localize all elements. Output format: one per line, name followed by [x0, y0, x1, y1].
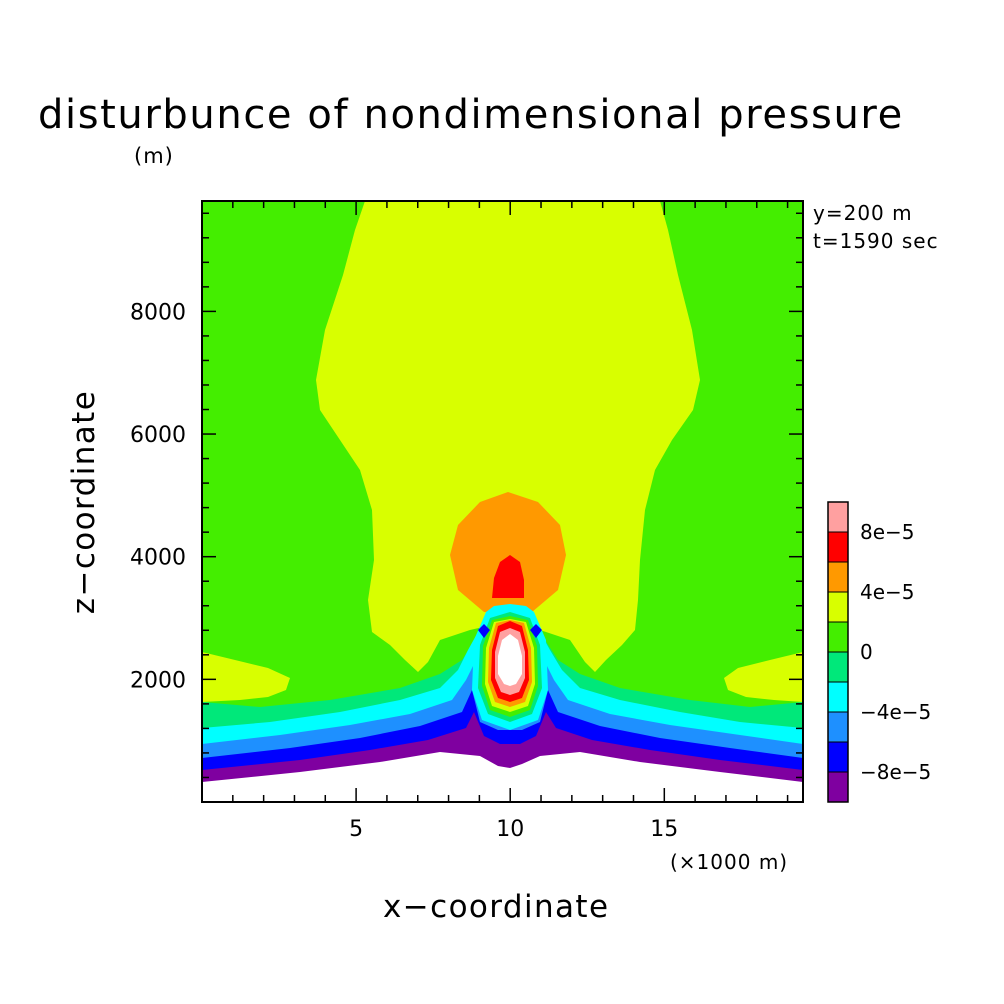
- y-tick-label: 6000: [130, 423, 186, 448]
- colorbar-label: 0: [860, 640, 873, 664]
- annotation-y: y=200 m: [813, 201, 913, 225]
- units-label: (m): [134, 144, 174, 168]
- colorbar-label: −4e−5: [860, 700, 931, 724]
- y-tick-label: 8000: [130, 300, 186, 325]
- terrain-mask: [202, 752, 803, 802]
- y-tick-label: 2000: [130, 668, 186, 693]
- contour-side-lobe-left: [202, 652, 290, 702]
- x-axis-title: x−coordinate: [383, 889, 610, 925]
- x-tick-label: 5: [349, 817, 363, 842]
- tick-labels: 5 10 15 2000 4000 6000 8000: [130, 300, 678, 842]
- colorbar-frame: [827, 501, 849, 803]
- contour-level-2e-5-4e-5: [316, 201, 700, 672]
- contour-side-lobe-right: [724, 652, 803, 702]
- colorbar-swatch: [827, 681, 849, 713]
- colorbar-swatch: [827, 621, 849, 653]
- annotation-time: t=1590 sec: [813, 229, 939, 253]
- colorbar-swatch: [827, 711, 849, 743]
- plot-frame: [201, 200, 804, 803]
- colorbar-swatch: [827, 771, 849, 803]
- x-tick-label: 10: [496, 817, 524, 842]
- colorbar-swatch: [827, 591, 849, 623]
- y-tick-label: 4000: [130, 546, 186, 571]
- contour-level-4e-5-6e-5: [450, 492, 566, 612]
- colorbar-swatch: [827, 741, 849, 773]
- colorbar-label: 8e−5: [860, 520, 915, 544]
- colorbar-swatch: [827, 501, 849, 533]
- contour-level-6e-5-8e-5-aloft: [492, 555, 524, 598]
- colorbar-label: 4e−5: [860, 580, 915, 604]
- colorbar-swatch: [827, 561, 849, 593]
- chart-title: disturbunce of nondimensional pressure: [38, 92, 904, 138]
- contour-speck-right: [530, 624, 542, 638]
- x-tick-label: 15: [650, 817, 678, 842]
- x-axis-scale-label: (×1000 m): [670, 850, 789, 874]
- y-axis-title: z−coordinate: [66, 389, 102, 615]
- contour-core-white: [498, 634, 522, 686]
- colorbar-swatch: [827, 531, 849, 563]
- colorbar-label: −8e−5: [860, 760, 931, 784]
- colorbar-swatch: [827, 651, 849, 683]
- tick-marks: [202, 201, 803, 802]
- contour-fill-group: [202, 201, 803, 802]
- contour-speck-left: [478, 624, 490, 638]
- colorbar: 8e−5 4e−5 0 −4e−5 −8e−5: [827, 501, 931, 803]
